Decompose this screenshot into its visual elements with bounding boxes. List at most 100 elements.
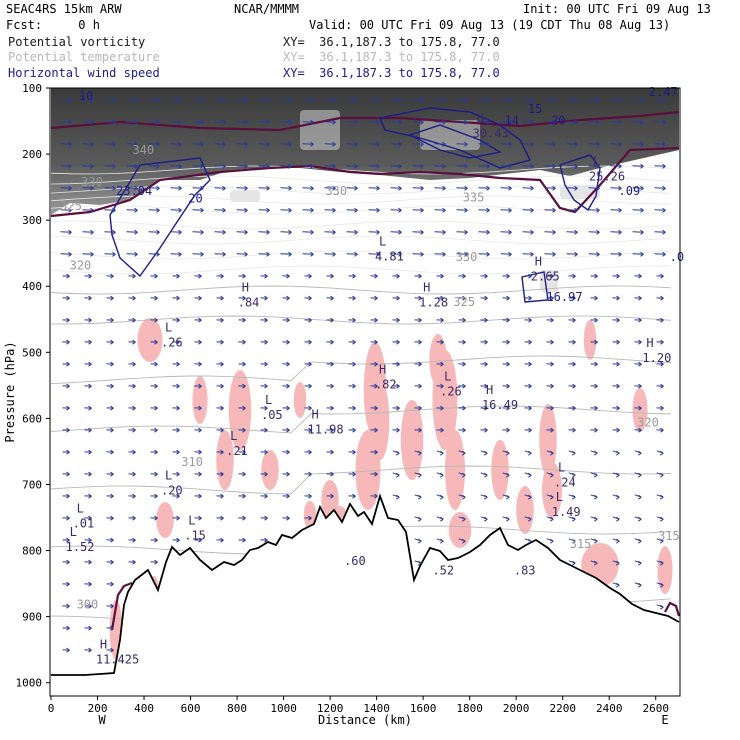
wind-vector-head <box>156 207 160 213</box>
wind-vector <box>282 471 290 477</box>
wind-vector <box>280 251 292 257</box>
wind-vector-head <box>550 494 554 500</box>
wind-vector-head <box>506 516 510 522</box>
wind-vector <box>612 516 620 522</box>
wind-vector-shaft <box>434 209 446 211</box>
wind-vector-shaft <box>654 209 666 211</box>
wind-vector-head <box>88 449 92 455</box>
wind-vector-shaft <box>302 253 314 255</box>
wind-vector-head <box>618 97 622 103</box>
wind-vector-shaft <box>280 209 292 211</box>
wind-vector <box>368 119 380 125</box>
wind-vector-shaft <box>192 143 204 145</box>
wind-vector-head <box>352 383 356 389</box>
terrain-line <box>51 493 680 676</box>
wind-vector <box>216 383 224 389</box>
wind-vector-head <box>376 97 380 103</box>
wind-vector-head <box>112 229 116 235</box>
wind-vector <box>612 450 620 456</box>
wind-vector <box>370 405 378 411</box>
wind-vector <box>436 472 444 478</box>
theta-contour-6 <box>50 235 672 245</box>
wind-vector <box>500 207 512 213</box>
wind-vector-head <box>200 251 204 257</box>
wind-vector <box>590 538 598 544</box>
wind-vector-head <box>220 449 224 455</box>
wind-vector-head <box>618 185 622 191</box>
wind-vector-head <box>286 471 290 477</box>
wind-vector <box>128 449 136 455</box>
wind-vector-shaft <box>170 165 182 167</box>
wind-vector <box>302 119 314 125</box>
wind-vector-head <box>90 229 94 235</box>
wind-vector-head <box>88 383 92 389</box>
wind-vector <box>106 339 114 345</box>
wind-vector-head <box>88 295 92 301</box>
extremum-value: .26 <box>161 335 183 349</box>
wind-vector <box>392 273 400 279</box>
wind-vector <box>326 427 334 433</box>
wind-vector-shaft <box>610 187 622 189</box>
wind-vector-head <box>90 119 94 125</box>
wind-vector <box>84 493 92 499</box>
wind-vector-head <box>486 119 490 125</box>
wind-vector-head <box>88 559 92 565</box>
wind-vector <box>370 317 378 323</box>
wind-vector-head <box>310 141 314 147</box>
wind-vector <box>500 141 512 147</box>
wind-vector-head <box>640 141 644 147</box>
wind-vector-shaft <box>192 231 204 233</box>
wind-vector <box>546 361 554 367</box>
extremum-value: 1.52 <box>66 540 95 554</box>
wind-vector <box>172 449 180 455</box>
wind-vector-head <box>638 361 642 367</box>
wind-vector <box>436 405 444 411</box>
wind-vector <box>456 119 468 125</box>
wind-vector <box>500 185 512 191</box>
wind-vector-head <box>594 405 598 411</box>
wind-vector-head <box>508 97 512 103</box>
wind-vector <box>282 427 290 433</box>
wind-vector-head <box>286 361 290 367</box>
wind-vector-head <box>286 295 290 301</box>
wind-vector <box>148 251 160 257</box>
wind-vector <box>106 515 114 521</box>
extremum-value: .24 <box>554 475 576 489</box>
wind-vector-head <box>222 251 226 257</box>
field-theta-name: Potential temperature <box>8 50 160 64</box>
wind-vector-head <box>530 207 534 213</box>
wind-vector-shaft <box>258 253 270 255</box>
wind-vector-shaft <box>148 143 160 145</box>
wind-vector <box>192 119 204 125</box>
wind-vector-head <box>638 494 642 500</box>
wind-vector-head <box>396 427 400 433</box>
wind-vector-head <box>462 361 466 367</box>
wind-vector <box>258 207 270 213</box>
wind-label: .09 <box>619 184 641 198</box>
wind-vector <box>84 383 92 389</box>
wind-vector-head <box>68 251 72 257</box>
wind-vector <box>236 207 248 213</box>
wind-vector-head <box>552 207 556 213</box>
wind-vector <box>106 383 114 389</box>
wind-vector-head <box>486 251 490 257</box>
wind-vector-head <box>530 119 534 125</box>
wind-vector-head <box>288 163 292 169</box>
wind-vector-head <box>110 427 114 433</box>
wind-vector-head <box>332 251 336 257</box>
wind-vector <box>522 185 534 191</box>
wind-vector-head <box>354 207 358 213</box>
y-tick-label: 1000 <box>16 677 43 690</box>
wind-vector-head <box>396 361 400 367</box>
wind-vector <box>128 471 136 477</box>
wind-vector-shaft <box>588 209 600 211</box>
wind-vector <box>106 559 114 565</box>
wind-vector-shaft <box>346 165 358 167</box>
wind-vector <box>126 229 138 235</box>
wind-vector <box>60 185 72 191</box>
wind-vector-head <box>464 141 468 147</box>
theta-label: 325 <box>453 295 475 309</box>
wind-vector-head <box>594 273 598 279</box>
wind-vector <box>588 119 600 125</box>
wind-vector <box>412 251 424 257</box>
